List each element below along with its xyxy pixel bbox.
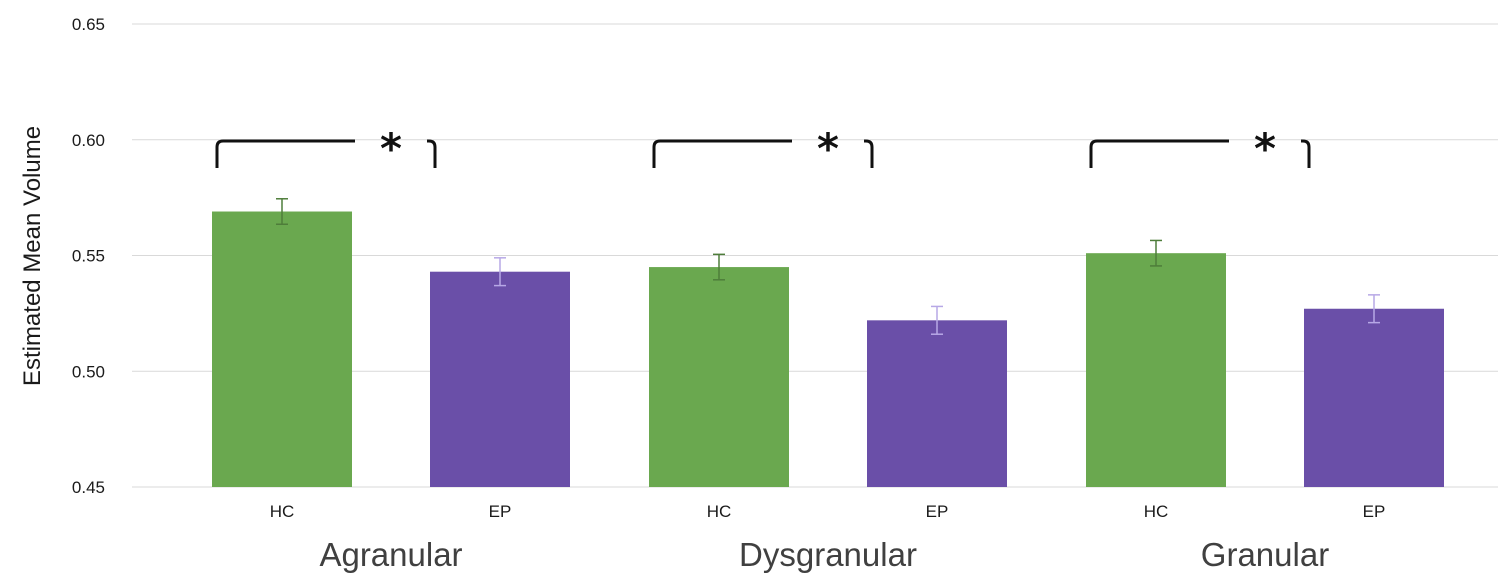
- bar: [212, 211, 352, 487]
- y-tick-label: 0.60: [72, 131, 105, 150]
- bar-category-label: HC: [1144, 502, 1169, 521]
- bar: [649, 267, 789, 487]
- bar: [430, 271, 570, 487]
- significance-bracket-left: [652, 139, 792, 168]
- gridlines: [132, 23, 1498, 488]
- y-tick-label: 0.50: [72, 362, 105, 381]
- bar: [1304, 308, 1444, 487]
- group-label: Dysgranular: [739, 536, 917, 573]
- significance-bracket-left: [215, 139, 355, 168]
- bar: [867, 320, 1007, 487]
- y-axis-label: Estimated Mean Volume: [19, 126, 46, 386]
- y-tick-label: 0.45: [72, 478, 105, 497]
- y-tick-label: 0.65: [72, 15, 105, 34]
- significance-marker: *: [817, 124, 839, 173]
- y-tick-label: 0.55: [72, 247, 105, 266]
- significance-bracket-left: [1089, 139, 1229, 168]
- category-labels: HC EP Agranular HC EP Dysgranular HC EP Granular: [270, 502, 1386, 573]
- bar-category-label: HC: [270, 502, 295, 521]
- bar: [1086, 253, 1226, 487]
- significance-bracket-right: [864, 139, 874, 168]
- y-axis-ticks: 0.45 0.50 0.55 0.60 0.65: [72, 15, 105, 497]
- bar-category-label: EP: [1363, 502, 1386, 521]
- group-label: Agranular: [319, 536, 462, 573]
- group-label: Granular: [1201, 536, 1329, 573]
- significance-brackets: * * *: [215, 124, 1311, 173]
- significance-marker: *: [380, 124, 402, 173]
- significance-marker: *: [1254, 124, 1276, 173]
- bars: [212, 198, 1444, 487]
- bar-category-label: EP: [489, 502, 512, 521]
- significance-bracket-right: [427, 139, 437, 168]
- bar-category-label: EP: [926, 502, 949, 521]
- significance-bracket-right: [1301, 139, 1311, 168]
- bar-category-label: HC: [707, 502, 732, 521]
